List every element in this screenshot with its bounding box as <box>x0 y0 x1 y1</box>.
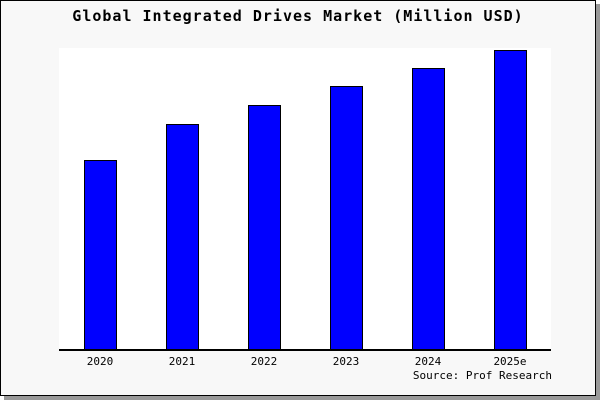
bar-2024 <box>411 68 445 349</box>
bar-2022 <box>247 105 281 349</box>
x-axis-labels: 2020 2021 2022 2023 2024 2025e <box>59 355 551 369</box>
x-tick-label-2024: 2024 <box>414 355 442 368</box>
plot-area <box>59 48 551 351</box>
bar-2023 <box>329 86 363 349</box>
bar-slot-2020 <box>59 48 141 349</box>
x-tick-label-2021: 2021 <box>168 355 196 368</box>
x-tick-label-2025e: 2025e <box>493 355 527 368</box>
bar-slot-2022 <box>223 48 305 349</box>
bar-slot-2023 <box>305 48 387 349</box>
x-tick-label-2022: 2022 <box>250 355 278 368</box>
bar-slot-2021 <box>141 48 223 349</box>
bar-2021 <box>165 124 199 349</box>
bar-slot-2025e <box>469 48 551 349</box>
x-tick-label-2023: 2023 <box>332 355 360 368</box>
source-note: Source: Prof Research <box>412 369 552 382</box>
bar-slot-2024 <box>387 48 469 349</box>
bar-2020 <box>83 160 117 349</box>
x-tick-label-2020: 2020 <box>86 355 114 368</box>
chart-title: Global Integrated Drives Market (Million… <box>72 7 524 25</box>
bar-2025e <box>493 50 527 349</box>
